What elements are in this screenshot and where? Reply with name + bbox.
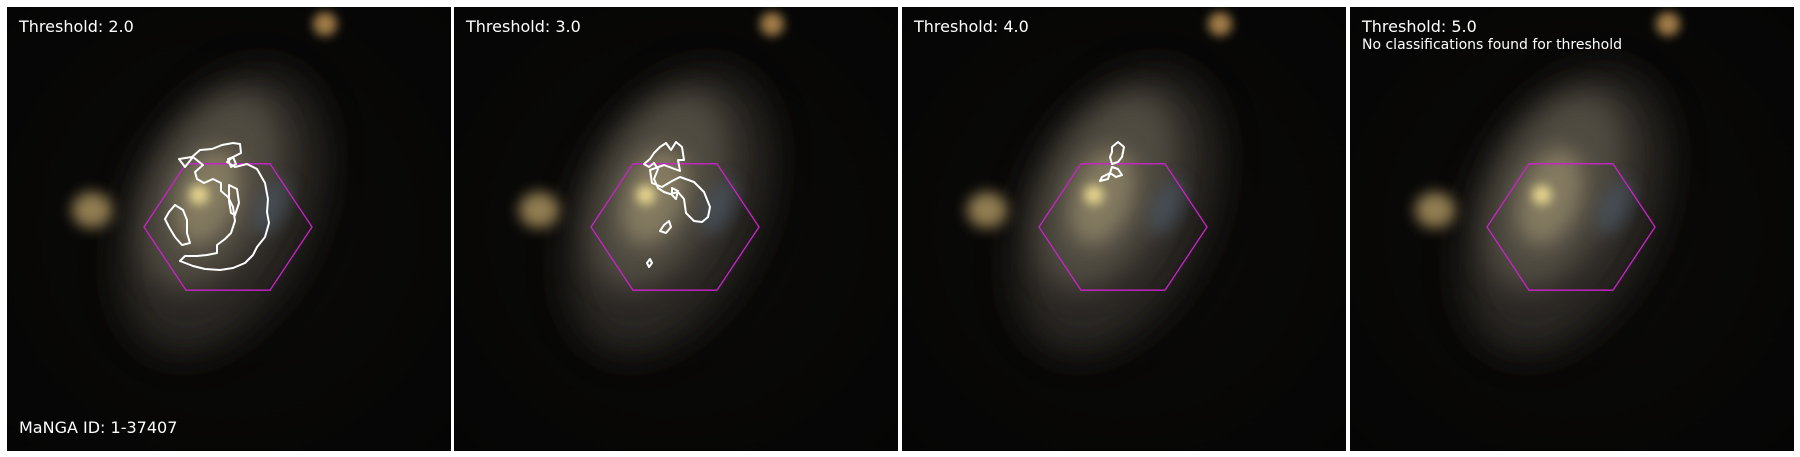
panel-1-graphic	[72, 12, 337, 354]
galaxy-core	[1532, 185, 1552, 205]
corner-star	[1208, 12, 1232, 36]
image-panel-1: Threshold: 2.0 MaNGA ID: 1-37407	[7, 7, 451, 451]
panel-3-graphic	[967, 12, 1232, 354]
corner-star	[760, 12, 784, 36]
image-panel-3: Threshold: 4.0	[902, 7, 1346, 451]
ifu-hexagon	[1038, 163, 1208, 291]
galaxy-image	[519, 12, 784, 354]
contour-line	[646, 258, 653, 268]
contour-line	[1109, 141, 1125, 165]
no-classification-note: No classifications found for threshold	[1362, 37, 1622, 53]
galaxy-core	[636, 185, 656, 205]
contour-line	[659, 220, 672, 234]
contour-line	[1109, 166, 1123, 178]
image-panel-2: Threshold: 3.0	[454, 7, 898, 451]
galaxy-core	[1084, 185, 1104, 205]
galaxy-image	[72, 12, 337, 354]
contour-line	[643, 141, 711, 223]
threshold-label: Threshold: 2.0	[19, 17, 134, 36]
contour-line	[228, 184, 240, 216]
classification-contours	[1099, 141, 1125, 182]
contour-line	[164, 204, 191, 246]
galaxy-image	[967, 12, 1232, 354]
neighbor-star	[967, 192, 1007, 228]
panel-4-graphic	[1415, 12, 1680, 354]
blue-clump	[701, 179, 737, 235]
corner-star	[1656, 12, 1680, 36]
corner-star	[313, 12, 337, 36]
neighbor-star	[519, 192, 559, 228]
blue-clump	[1149, 179, 1185, 235]
classification-contours	[164, 142, 270, 271]
ifu-hexagon	[590, 163, 760, 291]
threshold-label: Threshold: 3.0	[466, 17, 581, 36]
blue-clump	[254, 179, 290, 235]
image-panel-4: Threshold: 5.0 No classifications found …	[1350, 7, 1794, 451]
threshold-label: Threshold: 4.0	[914, 17, 1029, 36]
galaxy-image	[1415, 12, 1680, 354]
contour-line	[671, 187, 679, 200]
ifu-hexagon	[143, 163, 313, 291]
ifu-hexagon	[1486, 163, 1656, 291]
neighbor-star	[1415, 192, 1455, 228]
blue-clump	[1597, 179, 1633, 235]
manga-id-label: MaNGA ID: 1-37407	[19, 418, 178, 437]
panel-2-graphic	[519, 12, 784, 354]
classification-contours	[643, 141, 711, 268]
contour-line	[1099, 172, 1111, 182]
contour-line	[227, 156, 237, 168]
neighbor-star	[72, 192, 112, 228]
threshold-label: Threshold: 5.0	[1362, 17, 1477, 36]
contour-line	[178, 142, 270, 271]
galaxy-core	[189, 185, 209, 205]
